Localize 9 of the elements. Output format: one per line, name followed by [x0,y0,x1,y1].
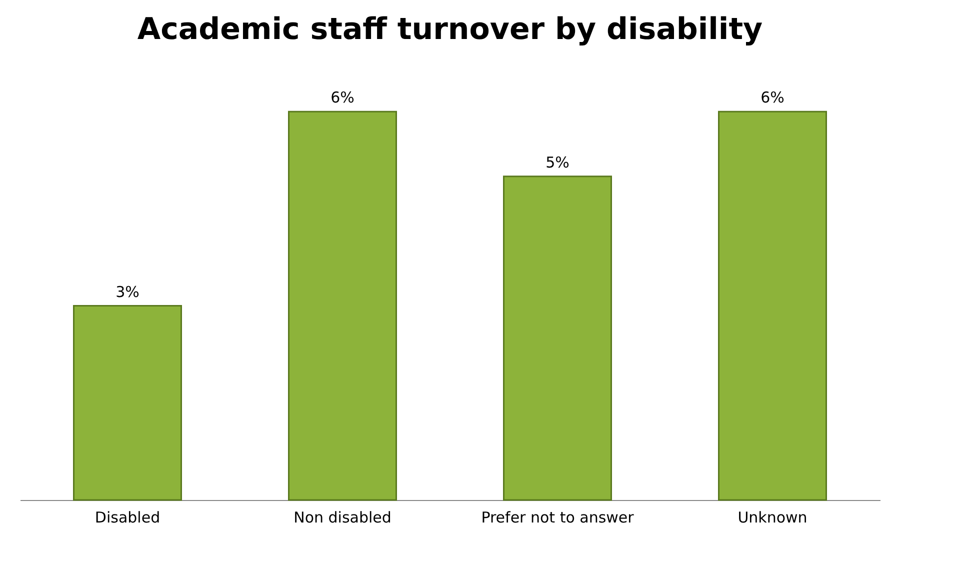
data-label: 3% [116,282,140,301]
data-label: 6% [760,88,784,107]
data-label: 5% [546,153,570,172]
data-label: 6% [330,88,354,107]
x-tick-label: Non disabled [294,508,392,526]
x-tick-label: Unknown [738,508,808,526]
chart-title: Academic staff turnover by disability [137,12,764,47]
x-tick-label: Disabled [94,508,160,526]
x-tick-label: Prefer not to answer [481,508,635,526]
